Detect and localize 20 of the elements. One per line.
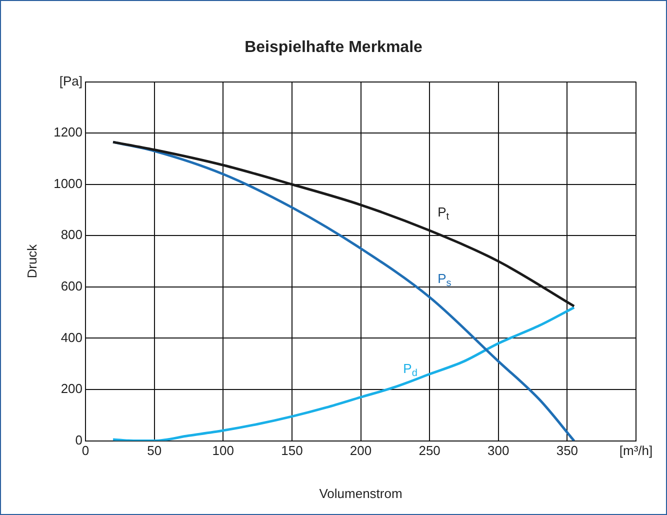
y-tick-label: 400 bbox=[60, 330, 83, 345]
x-tick-label: 300 bbox=[488, 443, 510, 458]
x-tick-label: 250 bbox=[418, 443, 440, 458]
y-tick-label: 0 bbox=[75, 432, 83, 448]
chart-title: Beispielhafte Merkmale bbox=[244, 39, 424, 57]
y-axis-title: Druck bbox=[24, 244, 40, 278]
line-series bbox=[112, 306, 576, 441]
y-tick-label: 800 bbox=[60, 227, 83, 242]
x-tick-label: 200 bbox=[350, 443, 372, 458]
x-tick-label: 350 bbox=[556, 443, 578, 458]
x-axis-title: Volumenstrom bbox=[319, 486, 402, 501]
x-tick-label: 100 bbox=[212, 443, 234, 458]
x-tick-label: 50 bbox=[147, 443, 162, 458]
y-tick-label: [Pa] bbox=[59, 73, 83, 88]
y-tick-label: 600 bbox=[60, 278, 83, 294]
x-tick-label: [m³/h] bbox=[619, 443, 653, 458]
x-tick-label: 150 bbox=[281, 443, 303, 458]
y-tick-label: 200 bbox=[60, 381, 83, 396]
y-tick-label: 1200 bbox=[54, 124, 83, 140]
y-tick-label: 1000 bbox=[54, 176, 83, 191]
